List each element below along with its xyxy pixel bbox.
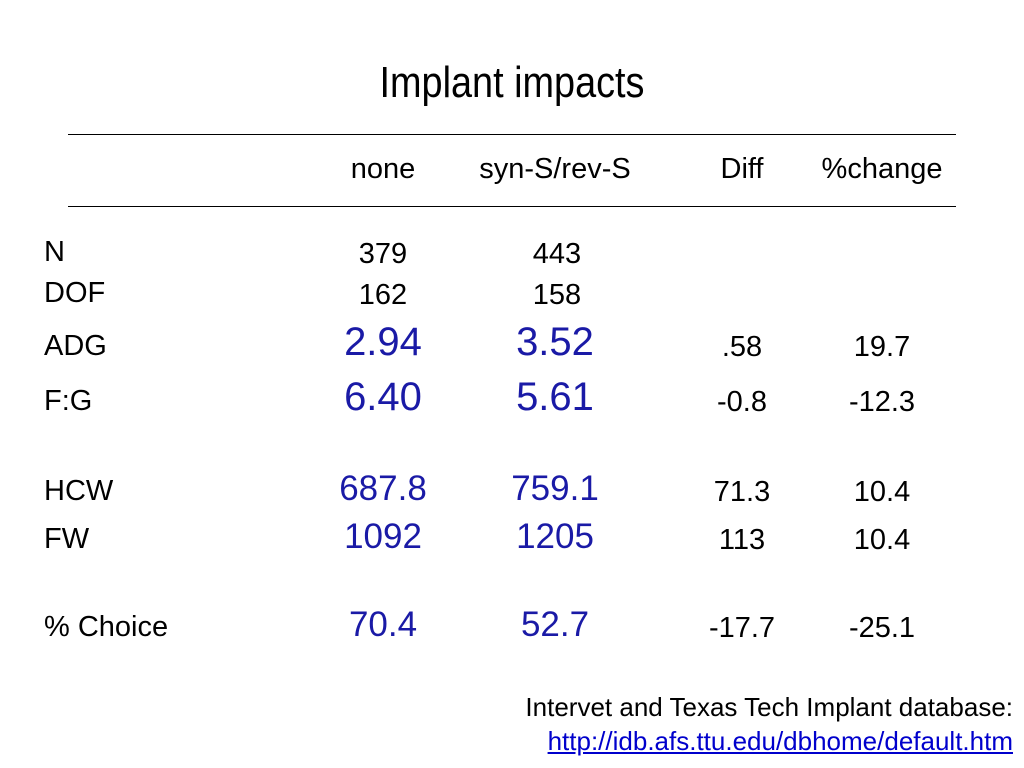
- column-header-none: none: [350, 153, 416, 185]
- table-cell-syn: 5.61: [516, 375, 594, 419]
- table-cell-diff: 113: [718, 524, 766, 556]
- table-cell-syn: 158: [532, 279, 582, 311]
- table-cell-none: 379: [358, 238, 408, 270]
- table-cell-diff: 71.3: [713, 476, 771, 508]
- column-header-syn-s-rev-s: syn-S/rev-S: [479, 153, 631, 185]
- column-header-diff: Diff: [720, 153, 764, 185]
- source-link-container: http://idb.afs.ttu.edu/dbhome/default.ht…: [548, 726, 1013, 757]
- table-cell-none: 2.94: [344, 320, 422, 364]
- column-header-percent-change: %change: [821, 153, 943, 185]
- row-label-dof: DOF: [44, 277, 106, 309]
- table-cell-syn: 759.1: [511, 469, 599, 508]
- table-cell-percent-change: -12.3: [848, 386, 916, 418]
- table-top-rule: [68, 134, 956, 135]
- source-link[interactable]: http://idb.afs.ttu.edu/dbhome/default.ht…: [547, 726, 1013, 756]
- row-label-n: N: [44, 236, 65, 268]
- table-cell-syn: 3.52: [516, 320, 594, 364]
- row-label-percent-choice: % Choice: [44, 611, 169, 643]
- table-cell-percent-change: 10.4: [853, 524, 911, 556]
- table-header-rule: [68, 206, 956, 207]
- table-cell-percent-change: 10.4: [853, 476, 911, 508]
- table-cell-none: 162: [358, 279, 408, 311]
- table-cell-none: 6.40: [344, 375, 422, 419]
- table-cell-diff: -0.8: [717, 386, 767, 418]
- table-cell-percent-change: 19.7: [853, 331, 911, 363]
- table-cell-percent-change: -25.1: [848, 612, 916, 644]
- table-cell-syn: 52.7: [520, 605, 590, 644]
- row-label-fg: F:G: [44, 385, 93, 417]
- row-label-fw: FW: [44, 523, 90, 555]
- table-cell-none: 1092: [344, 517, 422, 556]
- source-caption: Intervet and Texas Tech Implant database…: [525, 692, 1013, 722]
- table-cell-syn: 443: [532, 238, 582, 270]
- table-cell-none: 687.8: [339, 469, 427, 508]
- row-label-adg: ADG: [44, 330, 107, 362]
- table-cell-diff: .58: [721, 331, 763, 363]
- slide-title: Implant impacts: [379, 58, 645, 107]
- table-cell-syn: 1205: [516, 517, 594, 556]
- row-label-hcw: HCW: [44, 475, 114, 507]
- table-cell-none: 70.4: [348, 605, 418, 644]
- table-cell-diff: -17.7: [708, 612, 776, 644]
